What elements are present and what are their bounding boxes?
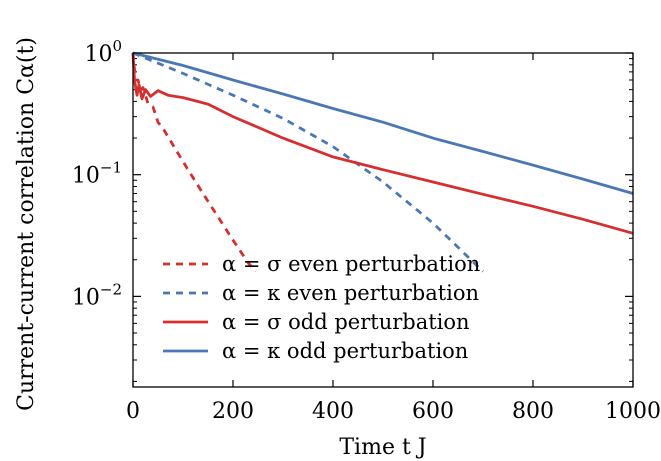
legend-label-2: α = κ even perturbation bbox=[222, 281, 479, 305]
x-tick-label: 1000 bbox=[605, 399, 661, 424]
x-tick-label: 600 bbox=[412, 399, 454, 424]
series-line-2 bbox=[132, 51, 484, 273]
series-line-4 bbox=[132, 51, 634, 195]
legend: α = σ even perturbation α = κ even pertur… bbox=[163, 252, 480, 363]
series-line-3 bbox=[131, 52, 634, 235]
x-tick-label: 800 bbox=[512, 399, 554, 424]
x-tick-label: 400 bbox=[312, 399, 354, 424]
legend-label-4: α = κ odd perturbation bbox=[222, 339, 468, 363]
y-tick-labels: 100 10−1 10−2 bbox=[72, 37, 122, 310]
y-tick-label: 100 bbox=[84, 37, 122, 67]
plot-frame bbox=[132, 52, 634, 388]
y-tick-label: 10−1 bbox=[72, 159, 122, 189]
y-tick-label: 10−2 bbox=[72, 280, 122, 310]
y-axis-label: Current-current correlation Cα(t) bbox=[14, 37, 39, 411]
x-tick-label: 200 bbox=[212, 399, 254, 424]
legend-label-3: α = σ odd perturbation bbox=[222, 310, 470, 334]
x-tick-label: 0 bbox=[126, 399, 140, 424]
series-line-1 bbox=[131, 52, 257, 273]
legend-label-1: α = σ even perturbation bbox=[222, 252, 480, 276]
x-tick-labels: 0 200 400 600 800 1000 bbox=[126, 399, 661, 424]
series-group bbox=[131, 51, 634, 273]
x-axis-label: Time t J bbox=[339, 435, 426, 460]
